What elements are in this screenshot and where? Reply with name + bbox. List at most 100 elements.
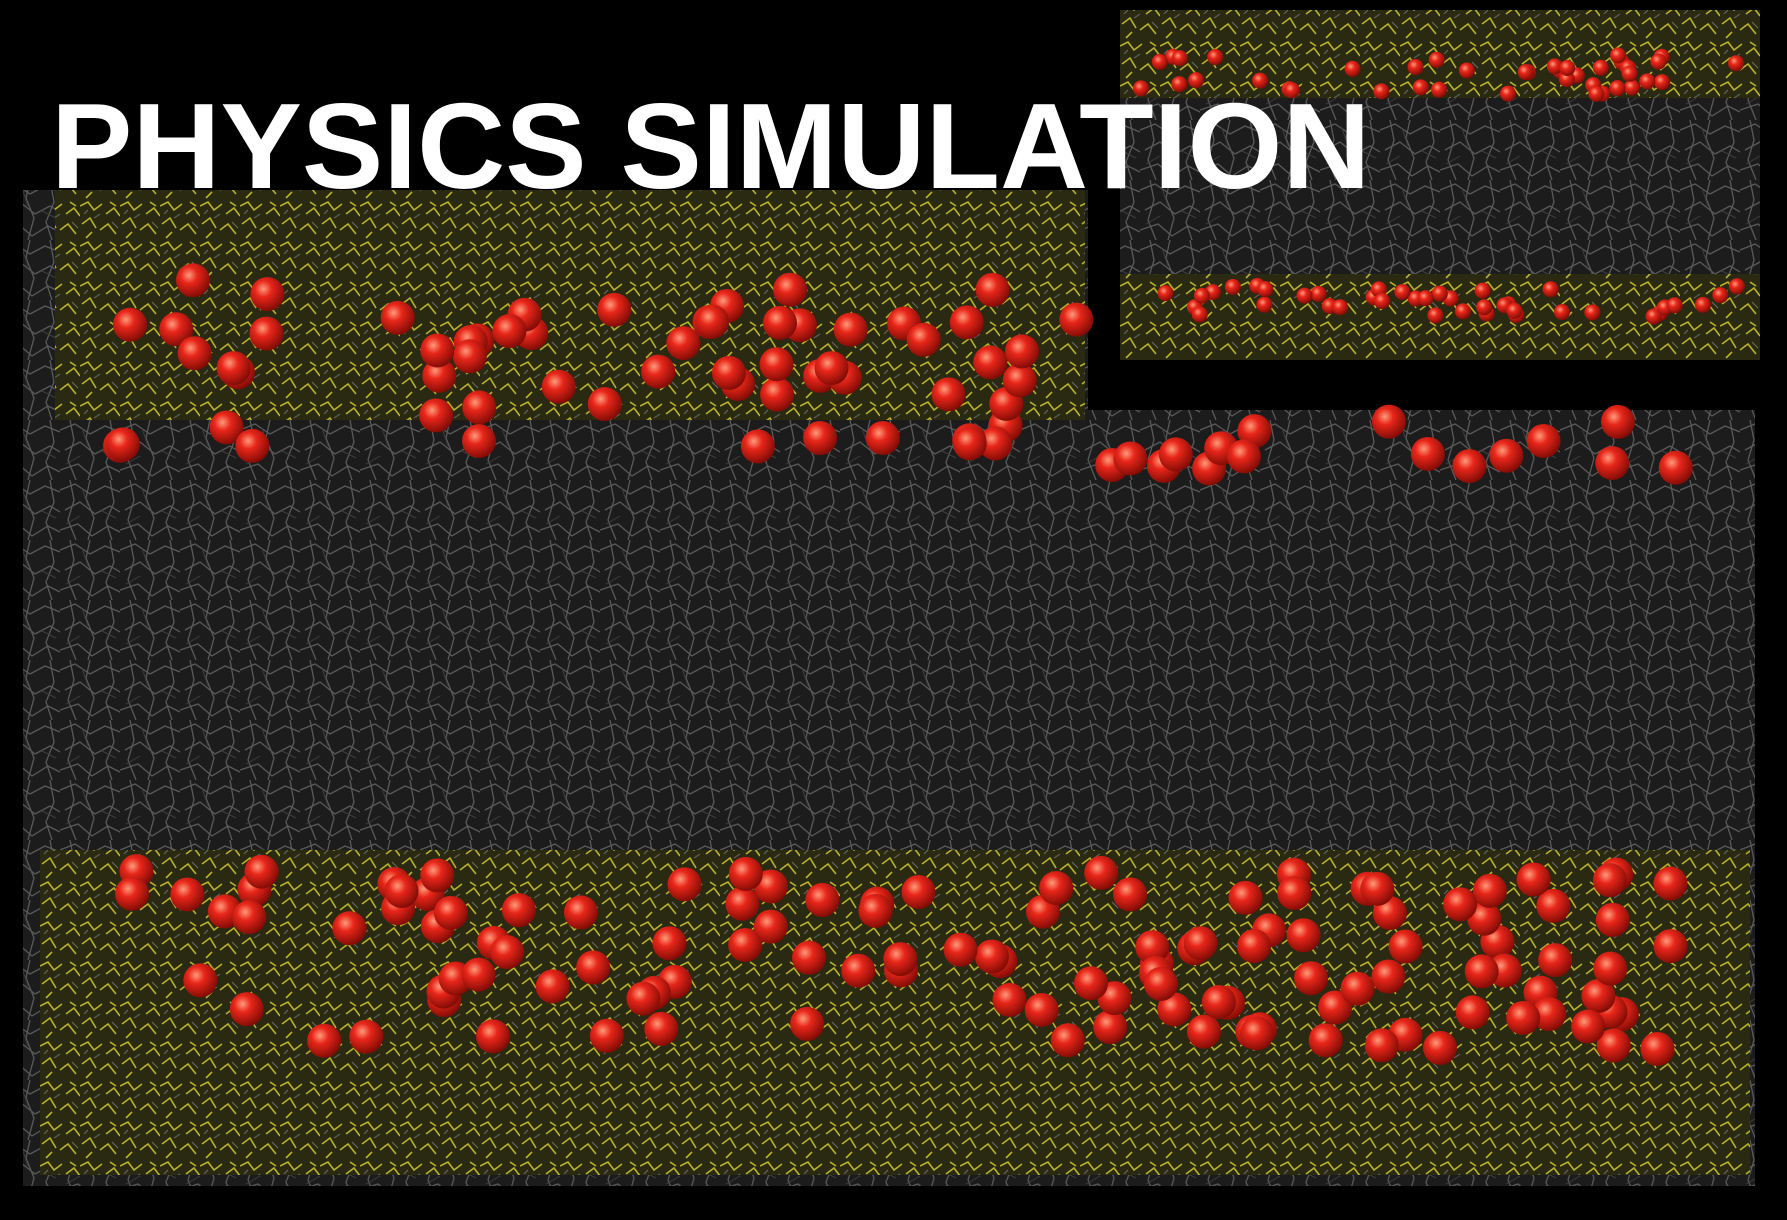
ion-sphere (1294, 961, 1328, 995)
ion-sphere (773, 273, 807, 307)
ion-sphere (1584, 304, 1600, 320)
ion-sphere (1187, 1015, 1221, 1049)
ion-sphere (792, 941, 826, 975)
ion-sphere (1728, 55, 1744, 71)
ion-sphere (725, 887, 759, 921)
ion-sphere (1653, 867, 1687, 901)
ion-sphere (1394, 284, 1410, 300)
ion-sphere (834, 313, 868, 347)
ion-sphere (1144, 967, 1178, 1001)
ion-sphere (760, 347, 794, 381)
ion-sphere (805, 883, 839, 917)
ion-sphere (1202, 985, 1236, 1019)
ion-sphere (1456, 995, 1490, 1029)
ion-sphere (1411, 437, 1445, 471)
ion-sphere (176, 263, 210, 297)
ion-sphere (250, 277, 284, 311)
ion-sphere (462, 958, 496, 992)
ion-sphere (249, 317, 283, 351)
page: PHYSICS SIMULATION (() => { const data =… (0, 0, 1787, 1220)
ion-sphere (502, 893, 536, 927)
ion-sphere (1543, 281, 1559, 297)
ion-sphere (217, 351, 251, 385)
ion-sphere (170, 877, 204, 911)
ion-sphere (462, 390, 496, 424)
ion-sphere (1345, 61, 1361, 77)
ion-sphere (113, 308, 147, 342)
ion-sphere (1646, 308, 1662, 324)
ion-sphere (1059, 303, 1093, 337)
ion-sphere (462, 424, 496, 458)
ion-sphere (1489, 439, 1523, 473)
ion-sphere (975, 940, 1009, 974)
ion-sphere (883, 942, 917, 976)
ion-sphere (1538, 943, 1572, 977)
ion-sphere (1527, 424, 1561, 458)
ion-sphere (1506, 303, 1522, 319)
ion-sphere (644, 1012, 678, 1046)
ion-sphere (902, 875, 936, 909)
ion-sphere (1277, 876, 1311, 910)
ion-sphere (1152, 54, 1168, 70)
ion-sphere (1659, 451, 1693, 485)
ion-sphere (1423, 1031, 1457, 1065)
ion-sphere (626, 982, 660, 1016)
ion-sphere (1074, 966, 1108, 1000)
ion-sphere (1408, 59, 1424, 75)
ion-sphere (597, 293, 631, 327)
ion-sphere (668, 867, 702, 901)
ion-sphere (1475, 283, 1491, 299)
ion-sphere (178, 336, 212, 370)
ion-sphere (1310, 286, 1326, 302)
ion-sphere (1609, 80, 1625, 96)
ion-sphere (1695, 297, 1711, 313)
ion-sphere (420, 333, 454, 367)
ion-sphere (1389, 929, 1423, 963)
ion-sphere (841, 954, 875, 988)
ion-sphere (1172, 50, 1188, 66)
ion-sphere (1559, 60, 1575, 76)
ion-sphere (588, 387, 622, 421)
ion-sphere (349, 1020, 383, 1054)
ion-sphere (453, 339, 487, 373)
ion-sphere (1517, 862, 1551, 896)
ion-sphere (815, 351, 849, 385)
ion-sphere (1640, 1032, 1674, 1066)
ion-sphere (1229, 881, 1263, 915)
ion-sphere (235, 429, 269, 463)
ion-sphere (931, 377, 965, 411)
ion-sphere (760, 377, 794, 411)
ion-sphere (245, 855, 279, 889)
ion-sphere (1093, 1010, 1127, 1044)
ion-sphere (590, 1019, 624, 1053)
ion-sphere (1654, 929, 1688, 963)
ion-sphere (1005, 334, 1039, 368)
ion-sphere (858, 894, 892, 928)
ion-sphere (1192, 306, 1208, 322)
ion-sphere (490, 935, 524, 969)
ion-sphere (1297, 288, 1313, 304)
ion-sphere (1593, 60, 1609, 76)
ion-sphere (652, 926, 686, 960)
ion-sphere (803, 421, 837, 455)
ion-sphere (1373, 83, 1389, 99)
ion-sphere (1500, 86, 1516, 102)
ion-sphere (1237, 929, 1271, 963)
ion-sphere (564, 895, 598, 929)
ion-sphere (866, 421, 900, 455)
ion-sphere (1256, 297, 1272, 313)
ion-sphere (1332, 299, 1348, 315)
ion-sphere (115, 877, 149, 911)
ion-sphere (1341, 972, 1375, 1006)
ion-sphere (763, 306, 797, 340)
ion-sphere (419, 398, 453, 432)
title: PHYSICS SIMULATION (51, 78, 1370, 214)
ion-sphere (385, 874, 419, 908)
ion-sphere (1309, 1023, 1343, 1057)
ion-sphere (1365, 1028, 1399, 1062)
ion-sphere (434, 896, 468, 930)
ion-sphere (1622, 66, 1638, 82)
ion-sphere (1476, 299, 1492, 315)
ion-sphere (1506, 1001, 1540, 1035)
ion-sphere (1418, 290, 1434, 306)
